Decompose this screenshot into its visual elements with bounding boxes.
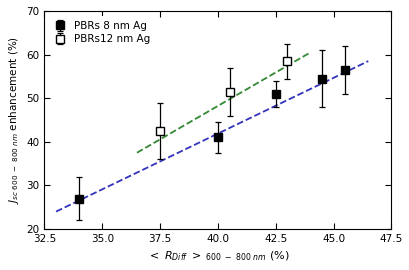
Y-axis label: $J_{sc\ 600\ -\ 800\ nm}\ \mathrm{enhancement\ (\%)}$: $J_{sc\ 600\ -\ 800\ nm}\ \mathrm{enhanc… (7, 36, 21, 204)
Legend: PBRs 8 nm Ag, PBRs12 nm Ag: PBRs 8 nm Ag, PBRs12 nm Ag (49, 16, 155, 50)
X-axis label: $<\ R_{Diff}\ >_{\ 600\ -\ 800\ nm}\ (\%)$: $<\ R_{Diff}\ >_{\ 600\ -\ 800\ nm}\ (\%… (146, 249, 288, 263)
